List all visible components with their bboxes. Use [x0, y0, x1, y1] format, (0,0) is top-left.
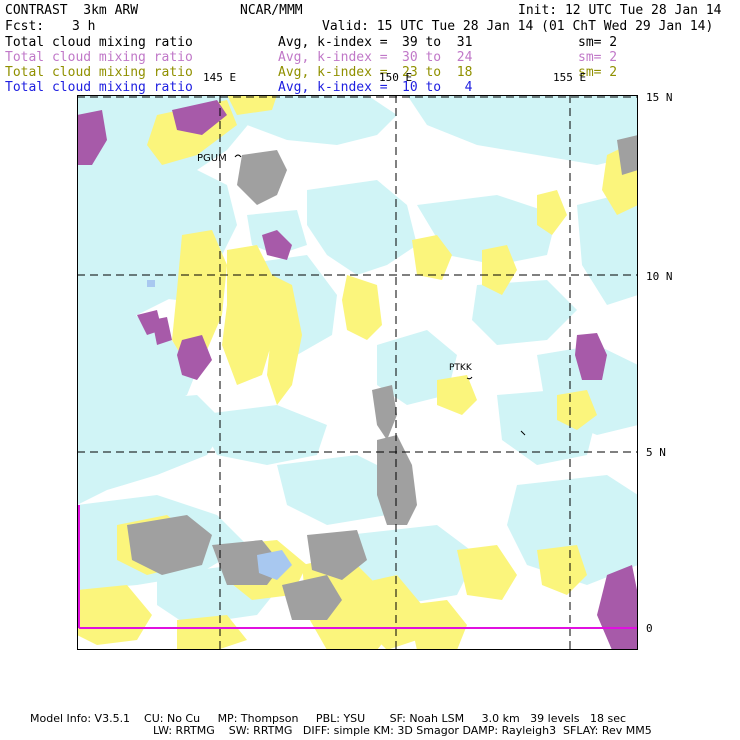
legend-row-3-field: Total cloud mixing ratio	[5, 65, 193, 80]
legend-row-2-field: Total cloud mixing ratio	[5, 50, 193, 65]
island-marker	[520, 430, 526, 436]
station-label-ptkk: PTKK	[449, 363, 473, 373]
lat-label-10n: 10 N	[646, 270, 673, 283]
legend-row-4-range: 10 to 4	[402, 80, 473, 95]
light-blue-cloud-regions	[147, 280, 292, 580]
legend-row-1-field: Total cloud mixing ratio	[5, 35, 193, 50]
legend-row-3-range: 23 to 18	[402, 65, 473, 80]
fcst-value: 3 h	[72, 19, 96, 34]
legend-row-1-range: 39 to 31	[402, 35, 473, 50]
legend-row-2-avg: Avg, k-index =	[278, 50, 388, 65]
ptkk-station-marker	[466, 376, 473, 380]
pgum-station-marker	[234, 154, 242, 158]
gray-cloud-regions	[127, 135, 638, 620]
init-time: Init: 12 UTC Tue 28 Jan 14	[518, 3, 722, 18]
lon-label-155e: 155 E	[553, 71, 587, 84]
valid-time: Valid: 15 UTC Tue 28 Jan 14 (01 ChT Wed …	[322, 19, 714, 34]
institution: NCAR/MMM	[240, 3, 303, 18]
lat-label-equator: 0	[646, 622, 653, 635]
lat-label-15n: 15 N	[646, 91, 673, 104]
station-label-pgum: PGUM	[197, 153, 227, 164]
legend-row-1-sm: sm= 2	[578, 35, 618, 50]
map-frame	[77, 95, 638, 650]
cloud-mixing-ratio-map: PGUM PTKK	[77, 95, 638, 650]
lon-label-145e: 145 E	[203, 71, 237, 84]
legend-row-4-field: Total cloud mixing ratio	[5, 80, 193, 95]
model-title: CONTRAST 3km ARW	[5, 3, 139, 18]
lon-label-150e: 150 E	[379, 71, 413, 84]
legend-row-1-avg: Avg, k-index =	[278, 35, 388, 50]
domain-boundary-line	[78, 505, 638, 629]
lat-label-5n: 5 N	[646, 446, 666, 459]
legend-row-2-sm: sm= 2	[578, 50, 618, 65]
model-info-line-2: LW: RRTMG SW: RRTMG DIFF: simple KM: 3D …	[153, 724, 652, 737]
legend-row-2-range: 30 to 24	[402, 50, 473, 65]
legend-row-3-avg: Avg, k-index =	[278, 65, 388, 80]
model-info-line-1: Model Info: V3.5.1 CU: No Cu MP: Thompso…	[30, 712, 627, 725]
legend-row-4-avg: Avg, k-index =	[278, 80, 388, 95]
fcst-label: Fcst:	[5, 19, 45, 34]
legend-row-3-sm: sm= 2	[578, 65, 618, 80]
lat-lon-gridlines	[77, 95, 638, 650]
